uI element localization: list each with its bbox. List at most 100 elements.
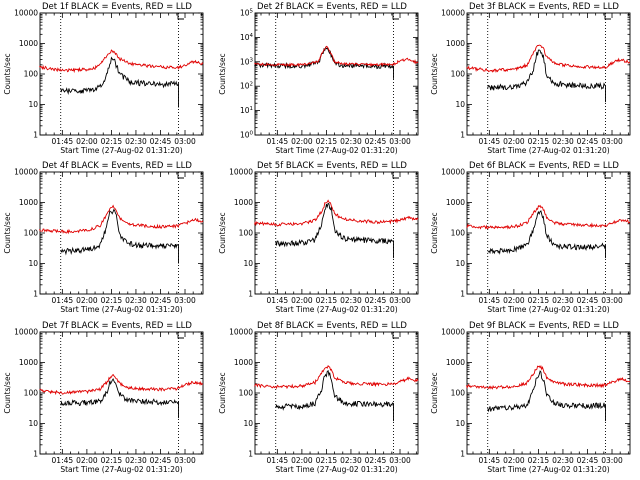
y-tick-label: 1 (460, 290, 465, 299)
panel-7: Det 7f BLACK = Events, RED = LLD 1 10 100 10… (3, 321, 204, 474)
x-tick-label: 03:00 (174, 456, 196, 465)
x-axis-label: Start Time (27-Aug-02 01:31:20) (487, 465, 609, 474)
y-axis-label: Counts/sec (218, 212, 227, 253)
x-tick-label: 03:00 (389, 296, 411, 305)
corner-bracket (604, 332, 611, 339)
lld-series-line (39, 373, 204, 396)
x-tick-label: 01:45 (267, 296, 289, 305)
panel-9: Det 9f BLACK = Events, RED = LLD 1 10 100 10… (430, 321, 631, 474)
x-tick-label: 02:45 (150, 137, 172, 146)
panel-1: Det 1f BLACK = Events, RED = LLD 1 10 100 10… (3, 2, 204, 155)
lld-series-line (254, 199, 419, 227)
events-series-line (60, 208, 179, 264)
events-series-line (275, 203, 394, 259)
y-tick-label: 100 (240, 131, 254, 140)
y-tick-label: 10 (28, 419, 38, 428)
events-series-line (60, 378, 179, 419)
x-tick-label: 02:15 (528, 456, 550, 465)
x-tick-label: 02:00 (76, 296, 98, 305)
panel-title: Det 7f BLACK = Events, RED = LLD (42, 321, 192, 331)
y-tick-label: 10 (455, 419, 465, 428)
y-tick-label: 1 (248, 450, 253, 459)
lld-series-line (254, 364, 419, 390)
panel-4: Det 4f BLACK = Events, RED = LLD 1 10 100 10… (3, 161, 204, 314)
y-tick-label: 1 (33, 290, 38, 299)
y-tick-label: 105 (240, 9, 254, 18)
corner-bracket (177, 332, 184, 339)
x-tick-label: 02:15 (528, 137, 550, 146)
y-tick-label: 10000 (14, 168, 38, 177)
y-tick-label: 1000 (234, 198, 253, 207)
panel-2: Det 2f BLACK = Events, RED = LLD 100 101 10… (218, 2, 419, 155)
y-tick-label: 100 (451, 229, 466, 238)
x-tick-label: 02:15 (316, 137, 338, 146)
y-tick-label: 103 (240, 57, 254, 66)
y-axis-label: Counts/sec (3, 212, 12, 253)
x-tick-label: 02:30 (340, 137, 362, 146)
y-tick-label: 10 (28, 259, 38, 268)
panel-title: Det 5f BLACK = Events, RED = LLD (257, 161, 407, 171)
y-tick-label: 100 (24, 70, 39, 79)
y-tick-label: 10000 (14, 328, 38, 337)
y-tick-label: 101 (240, 106, 253, 115)
y-tick-label: 10000 (229, 168, 253, 177)
x-tick-label: 02:00 (503, 137, 525, 146)
x-tick-label: 01:45 (52, 296, 74, 305)
x-tick-label: 02:15 (316, 296, 338, 305)
y-tick-label: 102 (240, 82, 253, 91)
x-tick-label: 02:45 (365, 296, 387, 305)
x-tick-label: 02:15 (101, 456, 123, 465)
y-tick-label: 100 (24, 389, 39, 398)
y-tick-label: 100 (451, 389, 466, 398)
x-tick-label: 02:30 (125, 137, 147, 146)
y-tick-label: 1 (248, 290, 253, 299)
y-tick-label: 10000 (441, 328, 465, 337)
y-axis-label: Counts/sec (430, 212, 439, 253)
panel-3: Det 3f BLACK = Events, RED = LLD 1 10 100 10… (430, 2, 631, 155)
x-tick-label: 02:30 (340, 456, 362, 465)
corner-bracket (392, 332, 399, 339)
y-tick-label: 1000 (446, 39, 465, 48)
corner-bracket (177, 13, 184, 20)
y-tick-label: 10 (455, 259, 465, 268)
y-axis-label: Counts/sec (218, 53, 227, 94)
y-tick-label: 1000 (19, 358, 38, 367)
x-tick-label: 02:45 (365, 456, 387, 465)
y-tick-label: 10 (28, 100, 38, 109)
x-tick-label: 02:45 (577, 456, 599, 465)
x-axis-label: Start Time (27-Aug-02 01:31:20) (275, 465, 397, 474)
x-tick-label: 01:45 (52, 456, 74, 465)
panel-title: Det 8f BLACK = Events, RED = LLD (257, 321, 407, 331)
panel-title: Det 6f BLACK = Events, RED = LLD (469, 161, 619, 171)
x-tick-label: 03:00 (389, 137, 411, 146)
x-tick-label: 01:45 (267, 137, 289, 146)
x-tick-label: 02:45 (150, 456, 172, 465)
y-tick-label: 10 (455, 100, 465, 109)
y-tick-label: 10000 (229, 328, 253, 337)
x-tick-label: 02:45 (577, 296, 599, 305)
plot-frame (254, 12, 419, 136)
x-tick-label: 02:45 (150, 296, 172, 305)
x-tick-label: 01:45 (479, 296, 501, 305)
y-tick-label: 100 (239, 389, 254, 398)
x-axis-label: Start Time (27-Aug-02 01:31:20) (60, 305, 182, 314)
events-series-line (60, 56, 179, 108)
events-series-line (275, 369, 394, 422)
lld-series-line (254, 45, 419, 68)
x-axis-label: Start Time (27-Aug-02 01:31:20) (60, 146, 182, 155)
y-tick-label: 10000 (441, 168, 465, 177)
x-tick-label: 02:30 (552, 456, 574, 465)
corner-bracket (177, 172, 184, 179)
y-tick-label: 100 (24, 229, 39, 238)
x-axis-label: Start Time (27-Aug-02 01:31:20) (487, 146, 609, 155)
lld-series-line (39, 49, 204, 74)
x-tick-label: 02:00 (76, 137, 98, 146)
corner-bracket (392, 13, 399, 20)
x-tick-label: 02:00 (291, 456, 313, 465)
lld-series-line (466, 364, 631, 390)
panel-8: Det 8f BLACK = Events, RED = LLD 1 10 100 10… (218, 321, 419, 474)
events-series-line (487, 49, 606, 103)
x-tick-label: 02:00 (503, 296, 525, 305)
x-tick-label: 02:30 (340, 296, 362, 305)
